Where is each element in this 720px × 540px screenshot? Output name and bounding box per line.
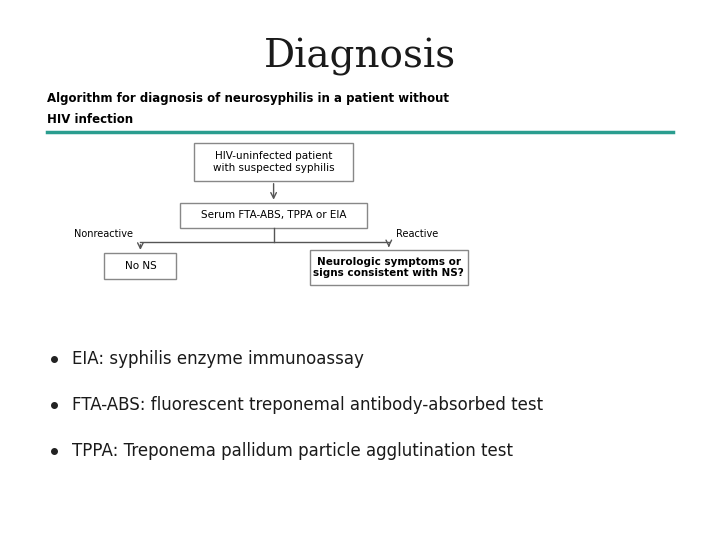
Text: HIV-uninfected patient
with suspected syphilis: HIV-uninfected patient with suspected sy… xyxy=(213,151,334,173)
Text: Reactive: Reactive xyxy=(396,229,438,239)
Text: EIA: syphilis enzyme immunoassay: EIA: syphilis enzyme immunoassay xyxy=(72,350,364,368)
Text: Serum FTA-ABS, TPPA or EIA: Serum FTA-ABS, TPPA or EIA xyxy=(201,211,346,220)
Text: Nonreactive: Nonreactive xyxy=(74,229,133,239)
Text: HIV infection: HIV infection xyxy=(47,113,133,126)
Text: No NS: No NS xyxy=(125,261,156,271)
Text: Neurologic symptoms or
signs consistent with NS?: Neurologic symptoms or signs consistent … xyxy=(313,257,464,279)
Text: TPPA: Treponema pallidum particle agglutination test: TPPA: Treponema pallidum particle agglut… xyxy=(72,442,513,460)
Text: Algorithm for diagnosis of neurosyphilis in a patient without: Algorithm for diagnosis of neurosyphilis… xyxy=(47,92,449,105)
Text: FTA-ABS: fluorescent treponemal antibody-absorbed test: FTA-ABS: fluorescent treponemal antibody… xyxy=(72,396,543,414)
Text: Diagnosis: Diagnosis xyxy=(264,38,456,76)
